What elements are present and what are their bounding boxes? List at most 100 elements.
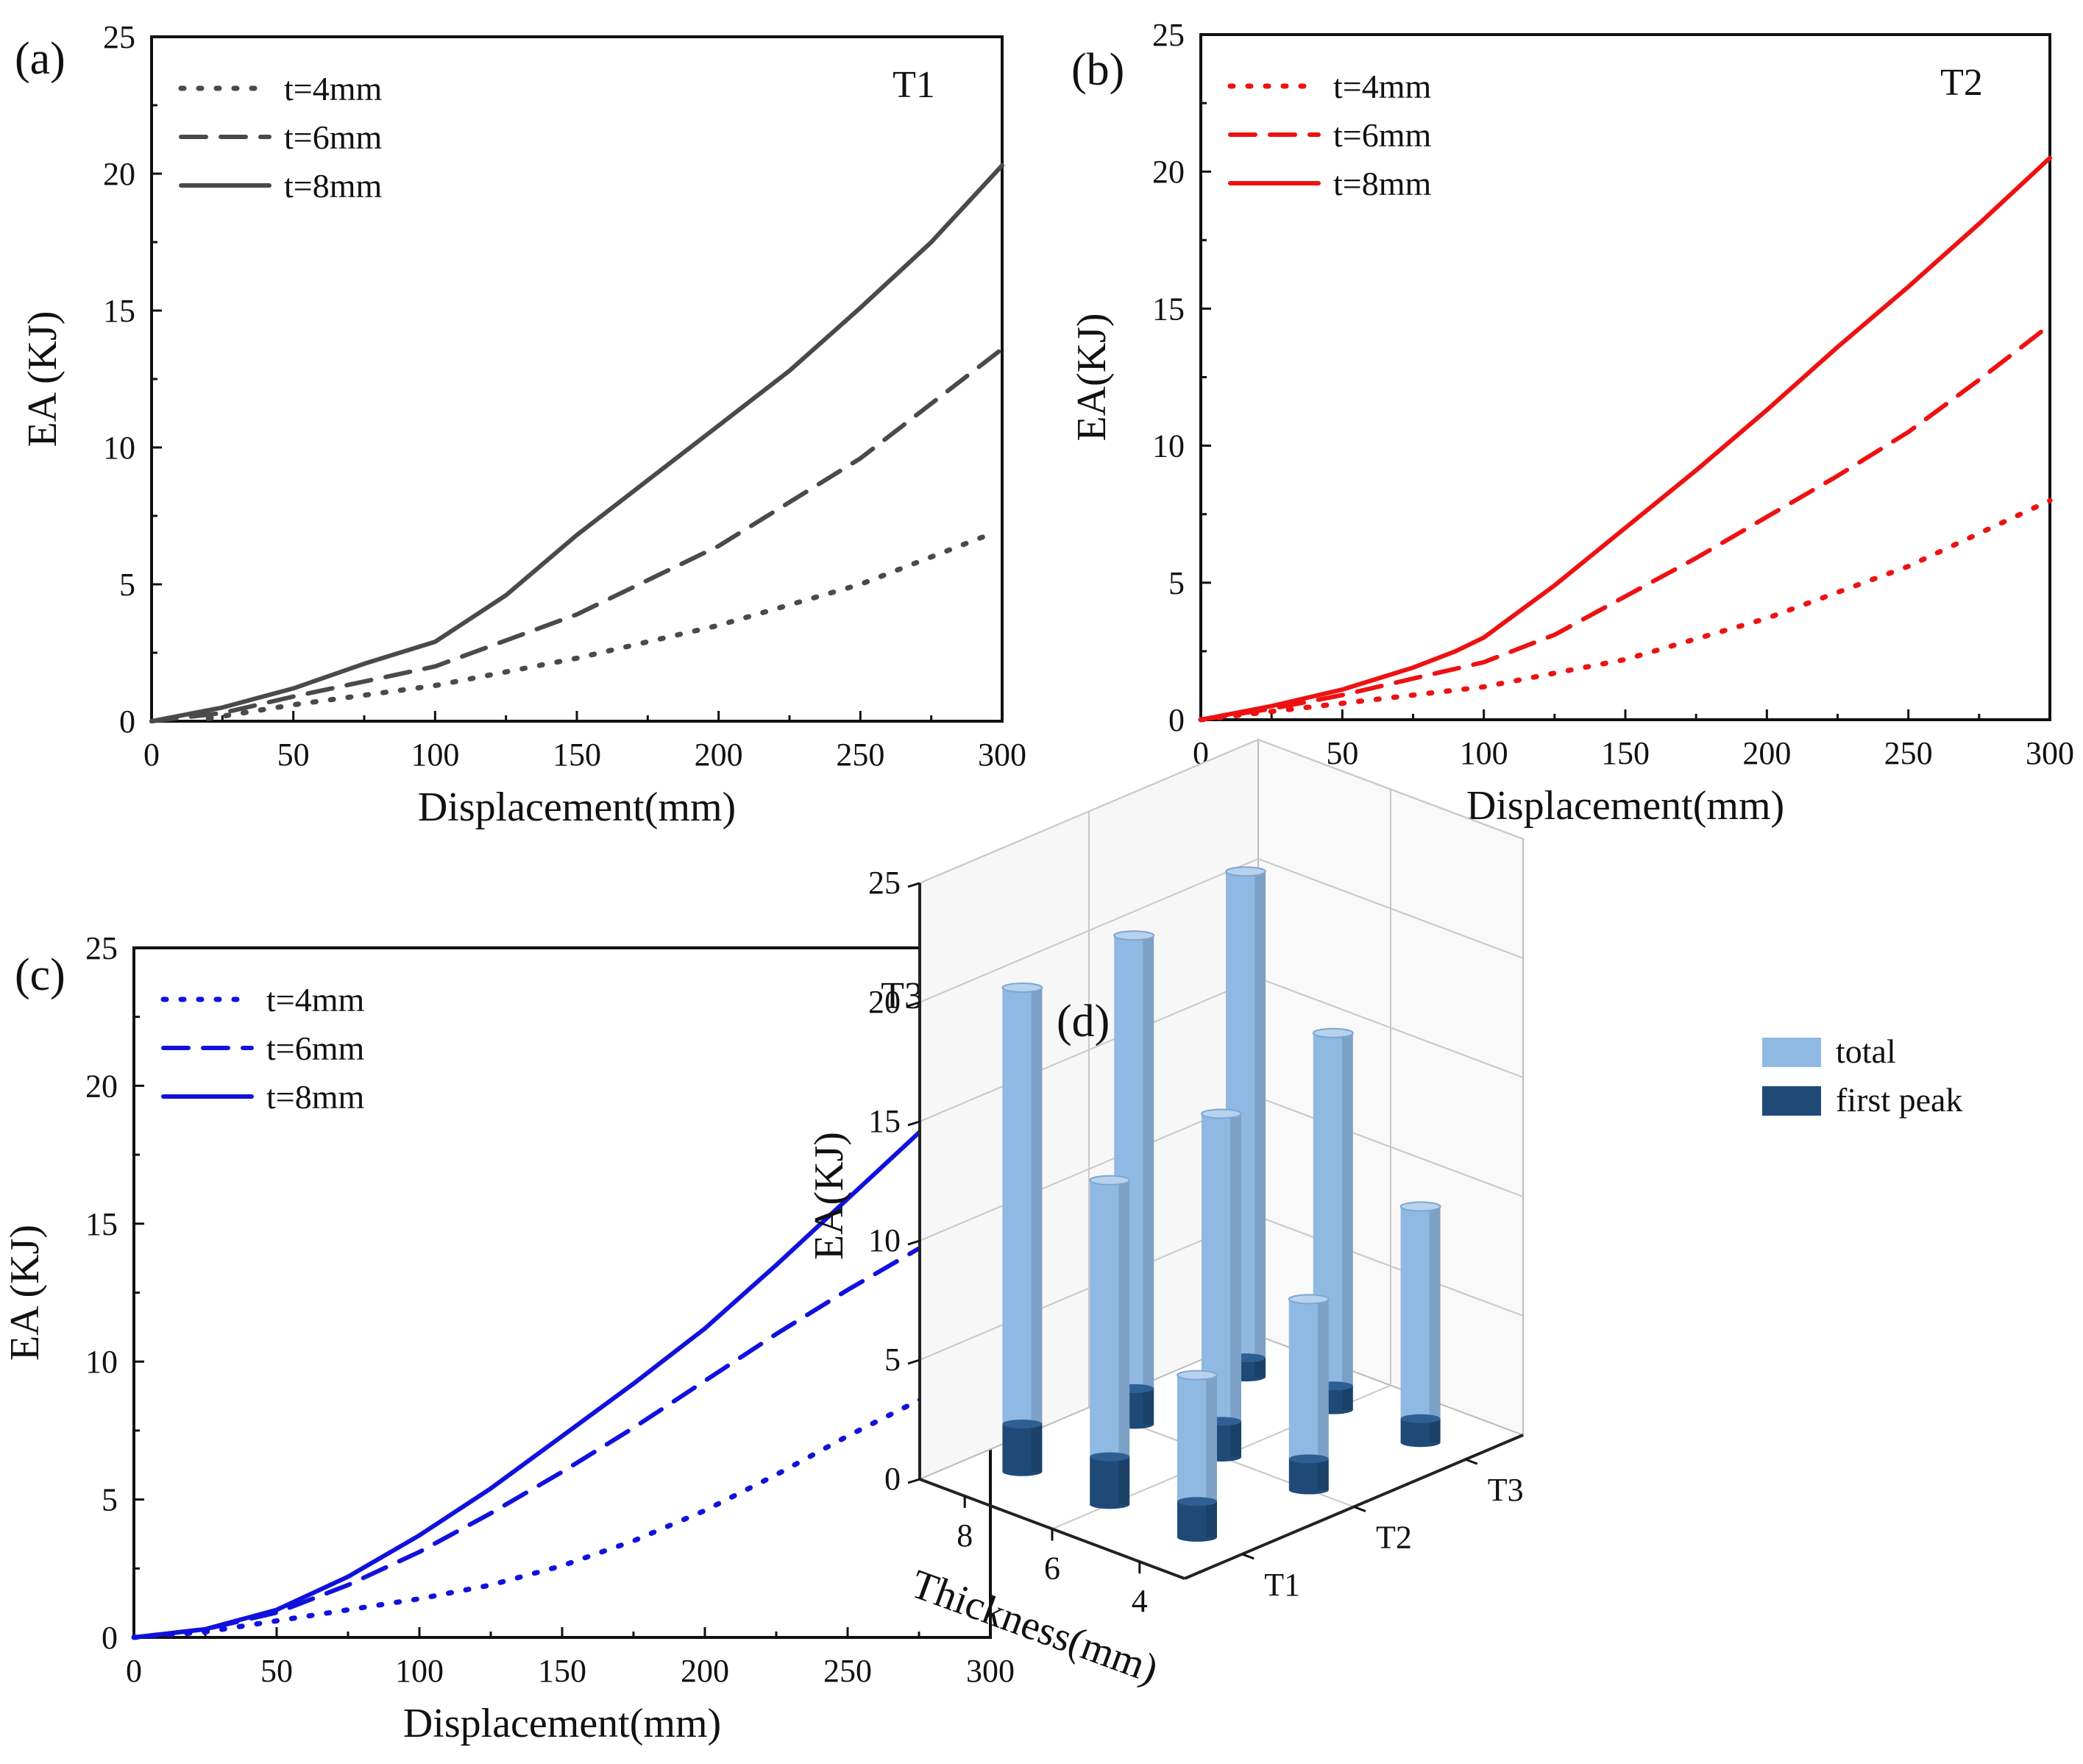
y-tick-label: 0 [102, 1620, 118, 1656]
wall-gridline [919, 857, 1524, 1003]
series-line-t=6mm [149, 347, 1004, 723]
legend-label: t=4mm [284, 70, 383, 107]
y-tick-label: 20 [85, 1068, 118, 1104]
x-tick-label: 150 [1601, 735, 1650, 771]
legend-label: t=8mm [266, 1078, 365, 1116]
bar-shade [1317, 1299, 1329, 1490]
z-tick-label: 20 [868, 984, 901, 1020]
bar-base [1177, 1532, 1217, 1542]
y-tick-label: 15 [1152, 291, 1185, 327]
y-axis-label: EA (KJ) [20, 311, 65, 447]
bar-top [1089, 1175, 1131, 1186]
z-tick-label: 25 [868, 865, 901, 901]
bar-shade [1230, 1113, 1241, 1457]
bar-shade [1143, 935, 1154, 1425]
legend-swatch [1762, 1086, 1821, 1116]
panel-a-line-chart: 0 50 100 150 200 250 300 0 5 10 15 20 25 Displacement… [15, 19, 1026, 830]
plot-title: T3 [881, 975, 923, 1017]
y-axis-label: EA(KJ) [1069, 313, 1115, 441]
y-tick-label: 20 [1152, 154, 1185, 190]
x-axis-label: Displacement(mm) [403, 1701, 721, 1746]
z-tick-label: 0 [884, 1461, 901, 1497]
y-tick-label: 5 [119, 567, 135, 603]
z-tick-mark [907, 1478, 920, 1484]
y-tick-label: 10 [85, 1344, 118, 1380]
x-tick-label: 50 [1326, 735, 1358, 771]
x-tick-label: 200 [1742, 735, 1791, 771]
x-tick-label: 200 [681, 1653, 729, 1689]
panel-c-line-chart: 0 50 100 150 200 250 3000510152025Displacement… [2, 930, 1015, 1746]
x-tick-label: 0 [143, 737, 160, 773]
series-line-t=4mm [205, 532, 991, 721]
bar-4mm-T2 [1288, 1294, 1330, 1495]
bar-peak-boundary [1288, 1454, 1329, 1464]
bar-top [1399, 1201, 1441, 1212]
bar-total [1202, 1113, 1241, 1422]
y-tick-label: 20 [103, 156, 135, 192]
bar-shade [1031, 988, 1043, 1472]
series-line-t=6mm [132, 1199, 993, 1640]
x-tick-label: 250 [823, 1653, 872, 1689]
legend-label: t=8mm [1333, 165, 1432, 202]
x-tick-label: 50 [277, 737, 310, 773]
z-tick-label: 5 [884, 1342, 901, 1378]
bar-shade [1429, 1206, 1441, 1443]
y-tick-label: 25 [103, 19, 135, 55]
bar-top [1312, 1027, 1354, 1038]
legend-label: first peak [1836, 1081, 1962, 1119]
bar-total [1177, 1375, 1217, 1502]
x-tick-label: 250 [836, 737, 884, 773]
bar-base [1002, 1467, 1043, 1476]
bar-base [1090, 1500, 1130, 1509]
y-tick-label: 15 [103, 293, 135, 329]
wall-gridline [919, 738, 1524, 884]
y-tick-label: 25 [85, 930, 118, 966]
bar-peak-boundary [1002, 1420, 1043, 1428]
x-tick-label: 250 [1884, 735, 1933, 771]
bar-top [1113, 930, 1155, 941]
legend-label: total [1836, 1032, 1896, 1070]
legend-label: t=4mm [1333, 68, 1432, 105]
bar-peak-boundary [1090, 1452, 1130, 1462]
bar-top [1001, 982, 1043, 993]
bar-shade [1255, 871, 1266, 1378]
type-tick-label: T2 [1376, 1520, 1412, 1556]
x-tick-label: 100 [395, 1653, 444, 1689]
bar-4mm-T3 [1399, 1201, 1441, 1448]
type-tick-mark [1241, 1553, 1255, 1560]
bar-total [1400, 1206, 1441, 1419]
x-tick-label: 150 [553, 737, 601, 773]
x-tick-label: 100 [1460, 735, 1508, 771]
series-line-t=4mm [131, 1361, 993, 1640]
bar-base [1288, 1485, 1329, 1495]
bar-first-peak [1288, 1459, 1329, 1490]
series-line-t=8mm [1199, 155, 2052, 722]
bar-6mm-T1 [1089, 1175, 1131, 1509]
series-line-t=6mm [1199, 322, 2052, 722]
panel-letter: (a) [15, 34, 65, 84]
x-tick-label: 50 [260, 1653, 293, 1689]
type-tick-mark [1353, 1506, 1366, 1512]
x-tick-label: 300 [978, 737, 1026, 773]
thickness-tick-label: 4 [1132, 1583, 1148, 1619]
y-tick-label: 0 [1168, 702, 1185, 738]
panel-letter: (c) [15, 950, 65, 1000]
y-tick-label: 10 [1152, 428, 1185, 464]
bar-8mm-T1 [1001, 982, 1043, 1476]
thickness-tick-label: 6 [1044, 1551, 1060, 1587]
bar-peak-boundary [1177, 1497, 1217, 1506]
thickness-tick-label: 8 [957, 1517, 973, 1554]
bar-first-peak [1177, 1501, 1217, 1537]
legend-label: t=8mm [284, 167, 383, 205]
y-tick-label: 10 [103, 430, 135, 466]
x-tick-label: 100 [411, 737, 459, 773]
plot-title: T2 [1940, 62, 1983, 104]
panel-letter: (d) [1057, 996, 1110, 1046]
bar-first-peak [1090, 1456, 1130, 1505]
z-tick-mark [907, 1120, 920, 1127]
bar-4mm-T1 [1177, 1370, 1218, 1542]
bar-total [1090, 1180, 1130, 1457]
y-tick-label: 5 [102, 1482, 118, 1518]
z-tick-label: 10 [868, 1222, 901, 1258]
